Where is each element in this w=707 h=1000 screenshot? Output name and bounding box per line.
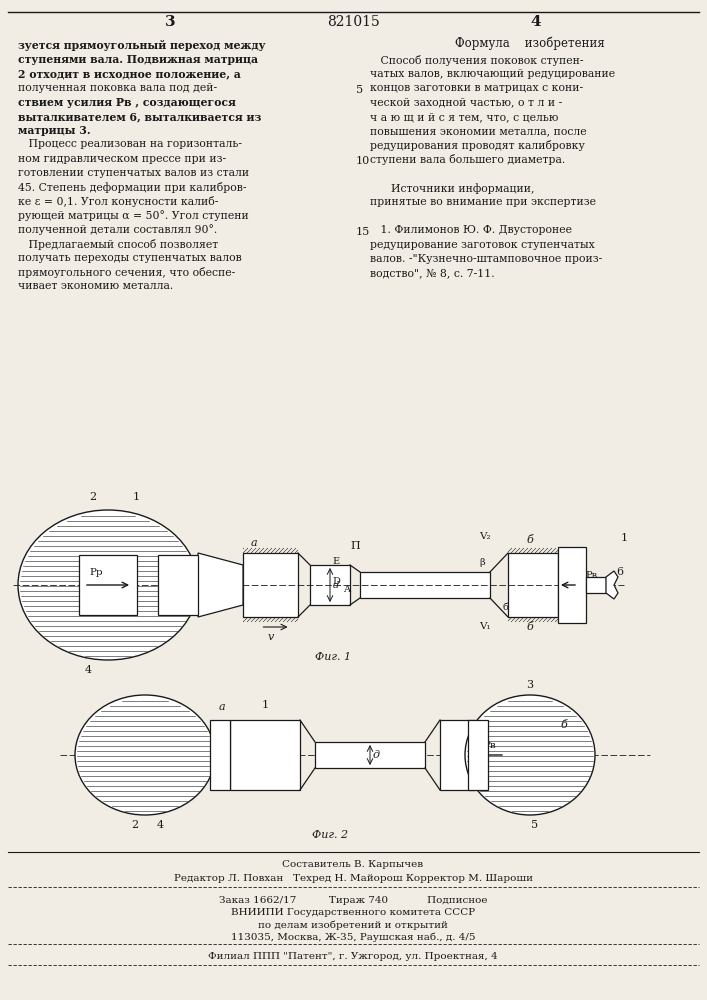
Bar	[440, 720, 475, 790]
Text: чатых валов, включающий редуцирование: чатых валов, включающий редуцирование	[370, 69, 615, 79]
Text: 5: 5	[356, 85, 363, 95]
Text: 1: 1	[621, 533, 628, 543]
Text: П: П	[350, 541, 360, 551]
Text: Процесс реализован на горизонталь-: Процесс реализован на горизонталь-	[18, 139, 242, 149]
Bar	[468, 720, 488, 790]
Text: ступенями вала. Подвижная матрица: ступенями вала. Подвижная матрица	[18, 54, 258, 65]
Text: 1: 1	[262, 700, 269, 710]
Text: ке ε = 0,1. Угол конусности калиб-: ке ε = 0,1. Угол конусности калиб-	[18, 196, 218, 207]
Text: ствием усилия Рв , создающегося: ствием усилия Рв , создающегося	[18, 97, 236, 108]
Text: ном гидравлическом прессе при из-: ном гидравлическом прессе при из-	[18, 154, 226, 164]
Text: 2 отходит в исходное положение, а: 2 отходит в исходное положение, а	[18, 68, 241, 79]
Text: v: v	[267, 632, 274, 642]
Text: по делам изобретений и открытий: по делам изобретений и открытий	[258, 920, 448, 930]
Text: 821015: 821015	[327, 15, 380, 29]
Text: β: β	[479, 558, 485, 567]
Text: д: д	[373, 750, 380, 760]
Text: принятые во внимание при экспертизе: принятые во внимание при экспертизе	[370, 197, 596, 207]
Text: повышения экономии металла, после: повышения экономии металла, после	[370, 126, 587, 136]
Text: Источники информации,: Источники информации,	[370, 183, 534, 194]
Text: A: A	[343, 584, 350, 593]
Text: матрицы 3.: матрицы 3.	[18, 125, 90, 136]
Text: 4: 4	[531, 15, 542, 29]
Text: готовлении ступенчатых валов из стали: готовлении ступенчатых валов из стали	[18, 168, 249, 178]
Text: полученная поковка вала под дей-: полученная поковка вала под дей-	[18, 83, 217, 93]
Text: редуцирование заготовок ступенчатых: редуцирование заготовок ступенчатых	[370, 240, 595, 250]
Text: Формула    изобретения: Формула изобретения	[455, 37, 605, 50]
Text: чивает экономию металла.: чивает экономию металла.	[18, 281, 173, 291]
Text: 5: 5	[532, 820, 539, 830]
Text: Фиг. 1: Фиг. 1	[315, 652, 351, 662]
Text: 2: 2	[132, 820, 139, 830]
Text: Способ получения поковок ступен-: Способ получения поковок ступен-	[370, 55, 583, 66]
Text: 15: 15	[356, 227, 370, 237]
Text: б: б	[527, 622, 533, 632]
Text: получать переходы ступенчатых валов: получать переходы ступенчатых валов	[18, 253, 242, 263]
Text: 2: 2	[90, 492, 97, 502]
Text: d: d	[333, 580, 339, 589]
Text: Рр: Рр	[89, 568, 103, 577]
Text: валов. -"Кузнечно-штамповочное произ-: валов. -"Кузнечно-штамповочное произ-	[370, 254, 602, 264]
Bar	[586, 577, 606, 593]
Text: б: б	[527, 535, 533, 545]
Text: ч а ю щ и й с я тем, что, с целью: ч а ю щ и й с я тем, что, с целью	[370, 112, 559, 122]
Text: прямоугольного сечения, что обеспе-: прямоугольного сечения, что обеспе-	[18, 267, 235, 278]
Text: D: D	[332, 578, 340, 586]
Text: редуцирования проводят калибровку: редуцирования проводят калибровку	[370, 140, 585, 151]
Text: 3: 3	[527, 680, 534, 690]
Text: ческой заходной частью, о т л и -: ческой заходной частью, о т л и -	[370, 98, 562, 108]
Text: 10: 10	[356, 156, 370, 166]
Text: Предлагаемый способ позволяет: Предлагаемый способ позволяет	[18, 239, 218, 250]
Text: 4: 4	[156, 820, 163, 830]
Text: Рв: Рв	[585, 571, 597, 580]
Bar	[79, 555, 137, 615]
Text: зуется прямоугольный переход между: зуется прямоугольный переход между	[18, 40, 266, 51]
Text: Заказ 1662/17          Тираж 740            Подписное: Заказ 1662/17 Тираж 740 Подписное	[218, 896, 487, 905]
Text: Фиг. 2: Фиг. 2	[312, 830, 348, 840]
Bar	[230, 720, 300, 790]
Text: 6: 6	[616, 567, 623, 577]
Text: ступени вала большего диаметра.: ступени вала большего диаметра.	[370, 154, 566, 165]
Text: 1: 1	[132, 492, 139, 502]
Text: концов заготовки в матрицах с кони-: концов заготовки в матрицах с кони-	[370, 83, 583, 93]
Text: 3: 3	[165, 15, 175, 29]
Bar	[243, 553, 298, 617]
Text: 45. Степень деформации при калибров-: 45. Степень деформации при калибров-	[18, 182, 247, 193]
Ellipse shape	[75, 695, 215, 815]
Bar	[315, 742, 425, 768]
Text: рующей матрицы α = 50°. Угол ступени: рующей матрицы α = 50°. Угол ступени	[18, 210, 249, 221]
Text: водство", № 8, с. 7-11.: водство", № 8, с. 7-11.	[370, 268, 495, 278]
Text: Филиал ППП "Патент", г. Ужгород, ул. Проектная, 4: Филиал ППП "Патент", г. Ужгород, ул. Про…	[208, 952, 498, 961]
Text: V₁: V₁	[479, 622, 491, 631]
Ellipse shape	[465, 695, 595, 815]
Text: Редактор Л. Повхан   Техред Н. Майорош Корректор М. Шароши: Редактор Л. Повхан Техред Н. Майорош Кор…	[173, 874, 532, 883]
Text: 1. Филимонов Ю. Ф. Двусторонее: 1. Филимонов Ю. Ф. Двусторонее	[370, 225, 572, 235]
Text: Рв: Рв	[484, 741, 496, 750]
Bar	[310, 565, 350, 605]
Text: 4: 4	[84, 665, 92, 675]
Text: 113035, Москва, Ж-35, Раушская наб., д. 4/5: 113035, Москва, Ж-35, Раушская наб., д. …	[230, 932, 475, 942]
Bar	[210, 720, 230, 790]
Ellipse shape	[18, 510, 198, 660]
Bar	[558, 547, 586, 623]
Bar	[158, 555, 198, 615]
Text: полученной детали составлял 90°.: полученной детали составлял 90°.	[18, 225, 217, 235]
Polygon shape	[606, 571, 618, 599]
Text: выталкивателем 6, выталкивается из: выталкивателем 6, выталкивается из	[18, 111, 262, 122]
Text: ВНИИПИ Государственного комитета СССР: ВНИИПИ Государственного комитета СССР	[231, 908, 475, 917]
Bar	[508, 553, 558, 617]
Text: б: б	[560, 720, 567, 730]
Text: a: a	[218, 702, 225, 712]
Polygon shape	[198, 553, 243, 617]
Text: a: a	[251, 538, 257, 548]
Text: б: б	[502, 603, 508, 612]
Bar	[360, 572, 490, 598]
Text: E: E	[333, 556, 340, 566]
Text: V₂: V₂	[479, 532, 491, 541]
Text: Составитель В. Карпычев: Составитель В. Карпычев	[282, 860, 423, 869]
